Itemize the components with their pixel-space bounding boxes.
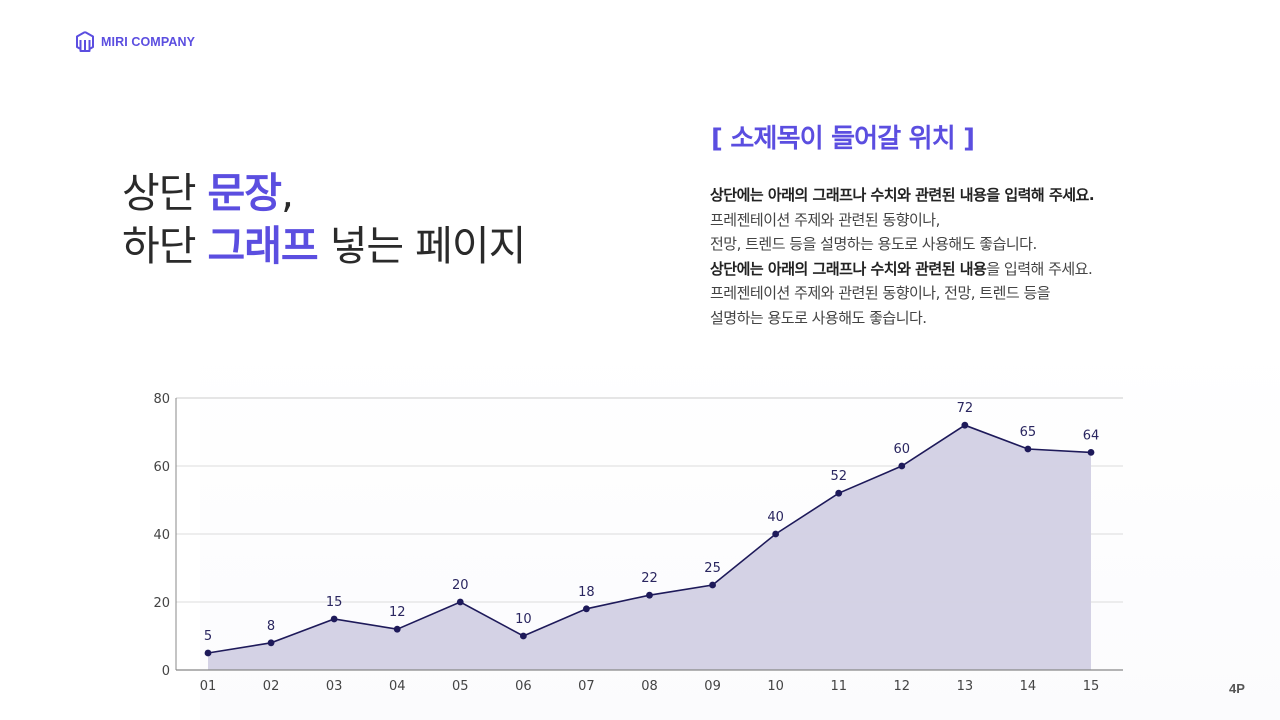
data-label: 10 bbox=[515, 612, 532, 627]
y-tick-label: 60 bbox=[153, 460, 170, 475]
x-tick-label: 10 bbox=[767, 679, 784, 694]
page-number: 4P bbox=[1229, 681, 1245, 696]
data-label: 64 bbox=[1083, 428, 1100, 443]
data-point bbox=[1024, 445, 1032, 453]
x-tick-label: 03 bbox=[326, 679, 343, 694]
data-point bbox=[961, 421, 969, 429]
x-tick-label: 06 bbox=[515, 679, 532, 694]
body-line: 프레젠테이션 주제와 관련된 동향이나, 전망, 트렌드 등을 bbox=[710, 284, 1051, 302]
x-axis-ticks: 01 02 03 04 05 06 07 08 09 10 11 12 13 14 15 bbox=[200, 679, 1100, 694]
x-tick-label: 02 bbox=[263, 679, 280, 694]
company-logo: MIRI COMPANY bbox=[75, 31, 195, 53]
data-point bbox=[835, 489, 843, 497]
headline-text: 상단 bbox=[122, 169, 208, 217]
data-point bbox=[709, 581, 716, 589]
x-tick-label: 14 bbox=[1020, 679, 1037, 694]
chart-area-fill bbox=[208, 425, 1091, 670]
description-text: 상단에는 아래의 그래프나 수치와 관련된 내용을 입력해 주세요. 프레젠테이… bbox=[710, 183, 1095, 330]
headline-text: 넣는 페이지 bbox=[317, 222, 527, 270]
data-point bbox=[583, 605, 590, 613]
x-tick-label: 11 bbox=[830, 679, 847, 694]
page-headline: 상단 문장, 하단 그래프 넣는 페이지 bbox=[122, 167, 527, 273]
x-tick-label: 05 bbox=[452, 679, 469, 694]
data-point bbox=[898, 462, 906, 470]
y-tick-label: 20 bbox=[153, 596, 170, 611]
chart-markers bbox=[204, 421, 1095, 657]
data-label: 20 bbox=[452, 578, 469, 593]
headline-accent: 문장 bbox=[207, 169, 281, 217]
data-label: 22 bbox=[641, 571, 658, 586]
data-label: 8 bbox=[267, 619, 275, 634]
body-line: 전망, 트렌드 등을 설명하는 용도로 사용해도 좋습니다. bbox=[710, 235, 1037, 253]
chart-data-labels: 5 8 15 12 20 10 18 22 25 40 52 60 72 65 64 bbox=[204, 401, 1099, 644]
data-label: 12 bbox=[389, 605, 406, 620]
data-point bbox=[519, 632, 527, 640]
x-tick-label: 12 bbox=[894, 679, 911, 694]
data-label: 52 bbox=[830, 469, 847, 484]
body-bold: 상단에는 아래의 그래프나 수치와 관련된 내용 bbox=[710, 259, 987, 278]
data-label: 60 bbox=[894, 442, 911, 457]
body-rest: 을 입력해 주세요. bbox=[986, 259, 1093, 278]
data-label: 72 bbox=[957, 401, 974, 416]
data-point bbox=[267, 639, 275, 647]
body-line: 프레젠테이션 주제와 관련된 동향이나, bbox=[710, 210, 940, 229]
headline-accent: 그래프 bbox=[207, 222, 318, 270]
building-cube-icon bbox=[76, 31, 94, 52]
headline-line-2: 하단 그래프 넣는 페이지 bbox=[122, 220, 527, 273]
data-label: 18 bbox=[578, 585, 595, 600]
x-tick-label: 07 bbox=[578, 679, 595, 694]
body-line: 상단에는 아래의 그래프나 수치와 관련된 내용을 입력해 주세요. bbox=[710, 186, 1095, 204]
data-point bbox=[393, 625, 401, 633]
x-tick-label: 15 bbox=[1083, 679, 1100, 694]
data-label: 5 bbox=[204, 629, 212, 644]
body-line: 상단에는 아래의 그래프나 수치와 관련된 내용을 입력해 주세요. bbox=[710, 257, 1094, 282]
x-tick-label: 13 bbox=[957, 679, 974, 694]
data-label: 25 bbox=[704, 561, 721, 576]
data-point bbox=[1087, 449, 1095, 456]
y-tick-label: 0 bbox=[162, 664, 170, 679]
x-tick-label: 09 bbox=[704, 679, 721, 694]
headline-text: , bbox=[280, 169, 294, 217]
x-tick-label: 08 bbox=[641, 679, 658, 694]
y-tick-label: 40 bbox=[153, 528, 170, 543]
subtitle: [ 소제목이 들어갈 위치 ] bbox=[711, 124, 975, 154]
data-point bbox=[330, 615, 338, 623]
body-line: 설명하는 용도로 사용해도 좋습니다. bbox=[710, 308, 927, 327]
headline-line-1: 상단 문장, bbox=[122, 167, 525, 220]
data-point bbox=[772, 530, 780, 538]
x-tick-label: 01 bbox=[200, 679, 217, 694]
y-tick-label: 80 bbox=[153, 392, 170, 407]
x-tick-label: 04 bbox=[389, 679, 406, 694]
y-axis-ticks: 0 20 40 60 80 bbox=[153, 392, 170, 679]
data-label: 40 bbox=[767, 510, 784, 525]
data-label: 65 bbox=[1020, 425, 1037, 440]
headline-text: 하단 bbox=[122, 222, 208, 270]
data-point bbox=[204, 649, 212, 657]
logo-text: MIRI COMPANY bbox=[101, 35, 196, 49]
data-point bbox=[646, 591, 653, 599]
data-point bbox=[456, 598, 464, 606]
data-label: 15 bbox=[326, 595, 343, 610]
